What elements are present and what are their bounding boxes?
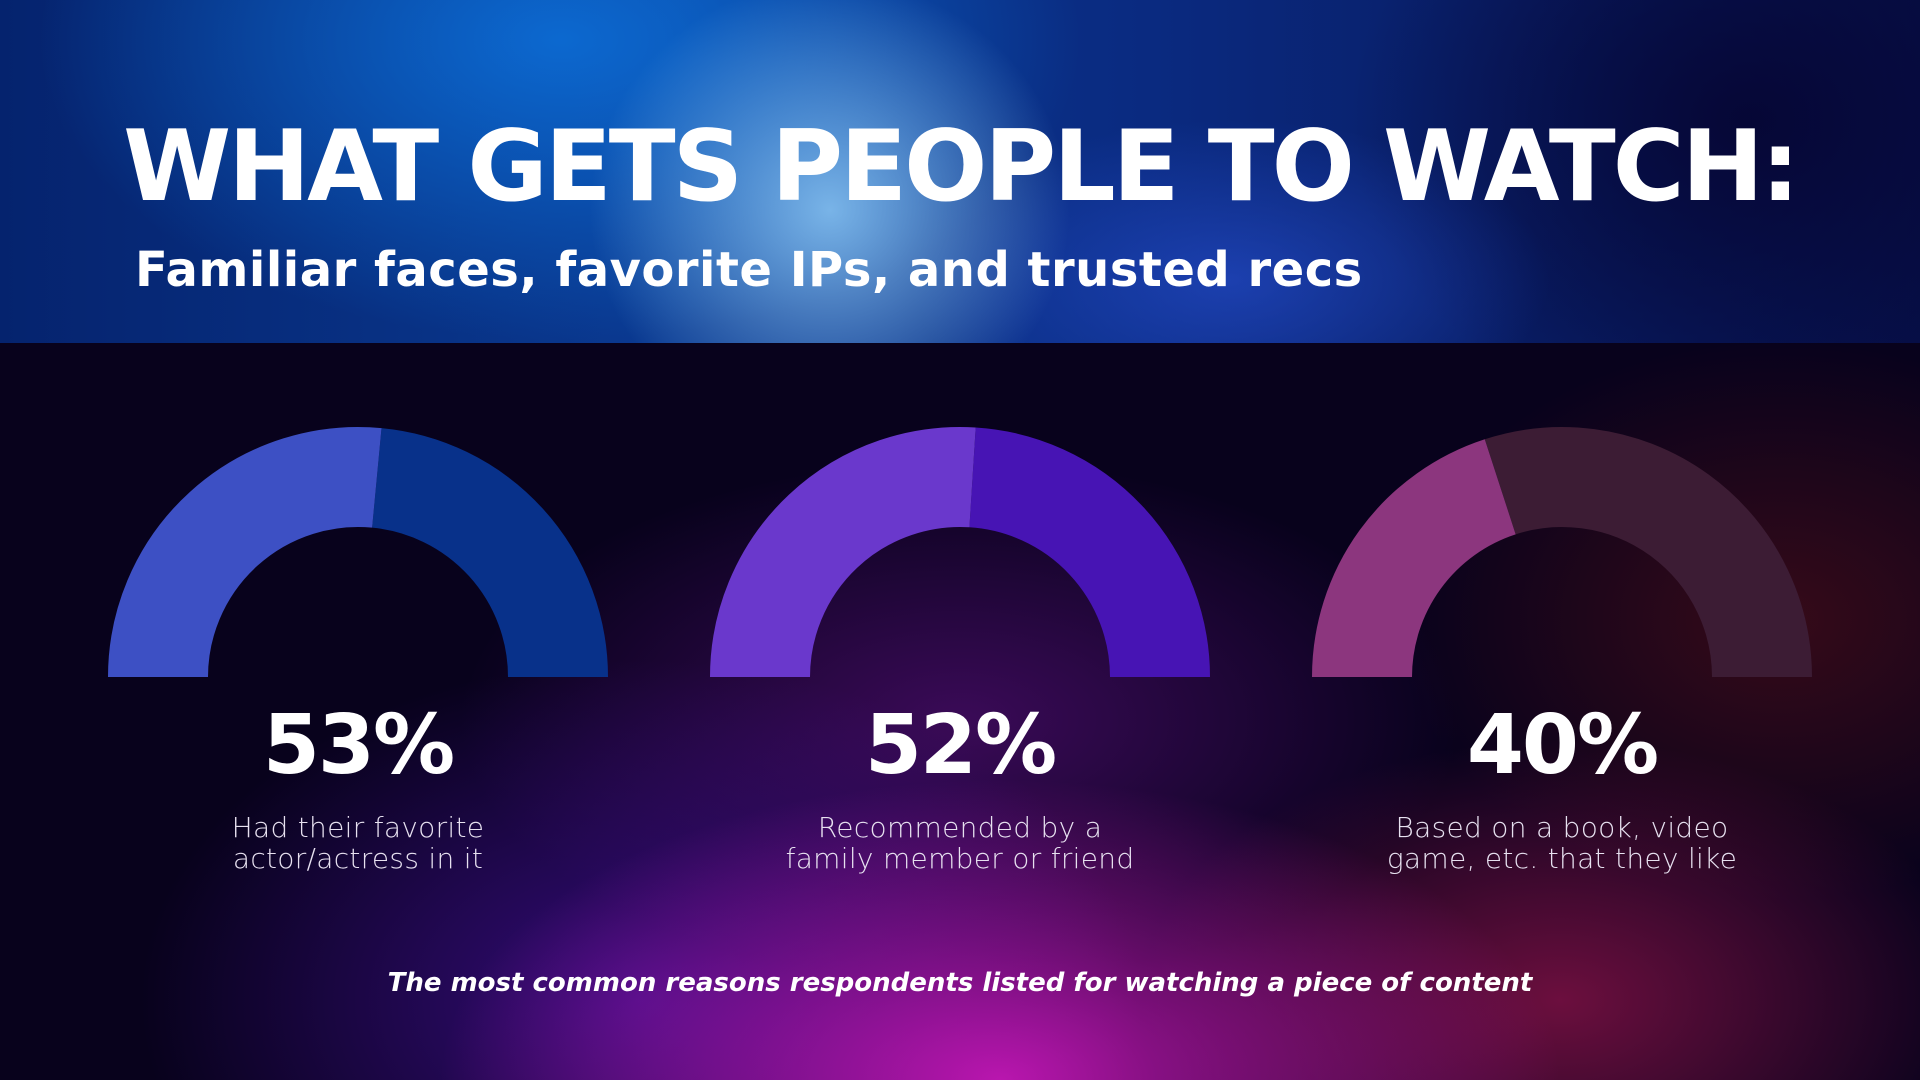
gauge-2-fill (710, 427, 976, 679)
gauge-2: 52% Recommended by a family member or fr… (710, 0, 1210, 1080)
gauge-1-fill (108, 427, 382, 679)
gauge-3-track (1484, 427, 1812, 679)
gauge-3-label-line-2: game, etc. that they like (1386, 842, 1738, 875)
gauge-3: 40% Based on a book, video game, etc. th… (1312, 0, 1812, 1080)
page-subtitle: Familiar faces, favorite IPs, and truste… (135, 242, 1363, 298)
gauge-3-value: 40% (1466, 698, 1659, 793)
header-banner (0, 0, 1920, 343)
gauge-3-chart (1312, 427, 1812, 679)
gauge-1-track (370, 428, 608, 679)
gauge-1: 53% Had their favorite actor/actress in … (108, 0, 608, 1080)
gauge-1-value: 53% (262, 698, 455, 793)
gauge-3-label: Based on a book, video game, etc. that t… (1342, 812, 1782, 874)
gauge-3-fill (1312, 439, 1517, 679)
gauge-1-chart (108, 427, 608, 679)
gauge-1-label-line-1: Had their favorite (231, 811, 485, 844)
gauge-2-value: 52% (864, 698, 1057, 793)
gauge-2-label: Recommended by a family member or friend (740, 812, 1180, 874)
gauge-2-track (968, 427, 1210, 679)
gauge-3-label-line-1: Based on a book, video (1395, 811, 1729, 844)
page-title: WHAT GETS PEOPLE TO WATCH: (123, 110, 1800, 224)
gauge-2-label-line-2: family member or friend (785, 842, 1135, 875)
gauge-1-label-line-2: actor/actress in it (232, 842, 484, 875)
gauge-2-chart (710, 427, 1210, 679)
gauge-1-label: Had their favorite actor/actress in it (138, 812, 578, 874)
footnote: The most common reasons respondents list… (387, 968, 1533, 998)
gauge-2-label-line-1: Recommended by a (817, 811, 1103, 844)
